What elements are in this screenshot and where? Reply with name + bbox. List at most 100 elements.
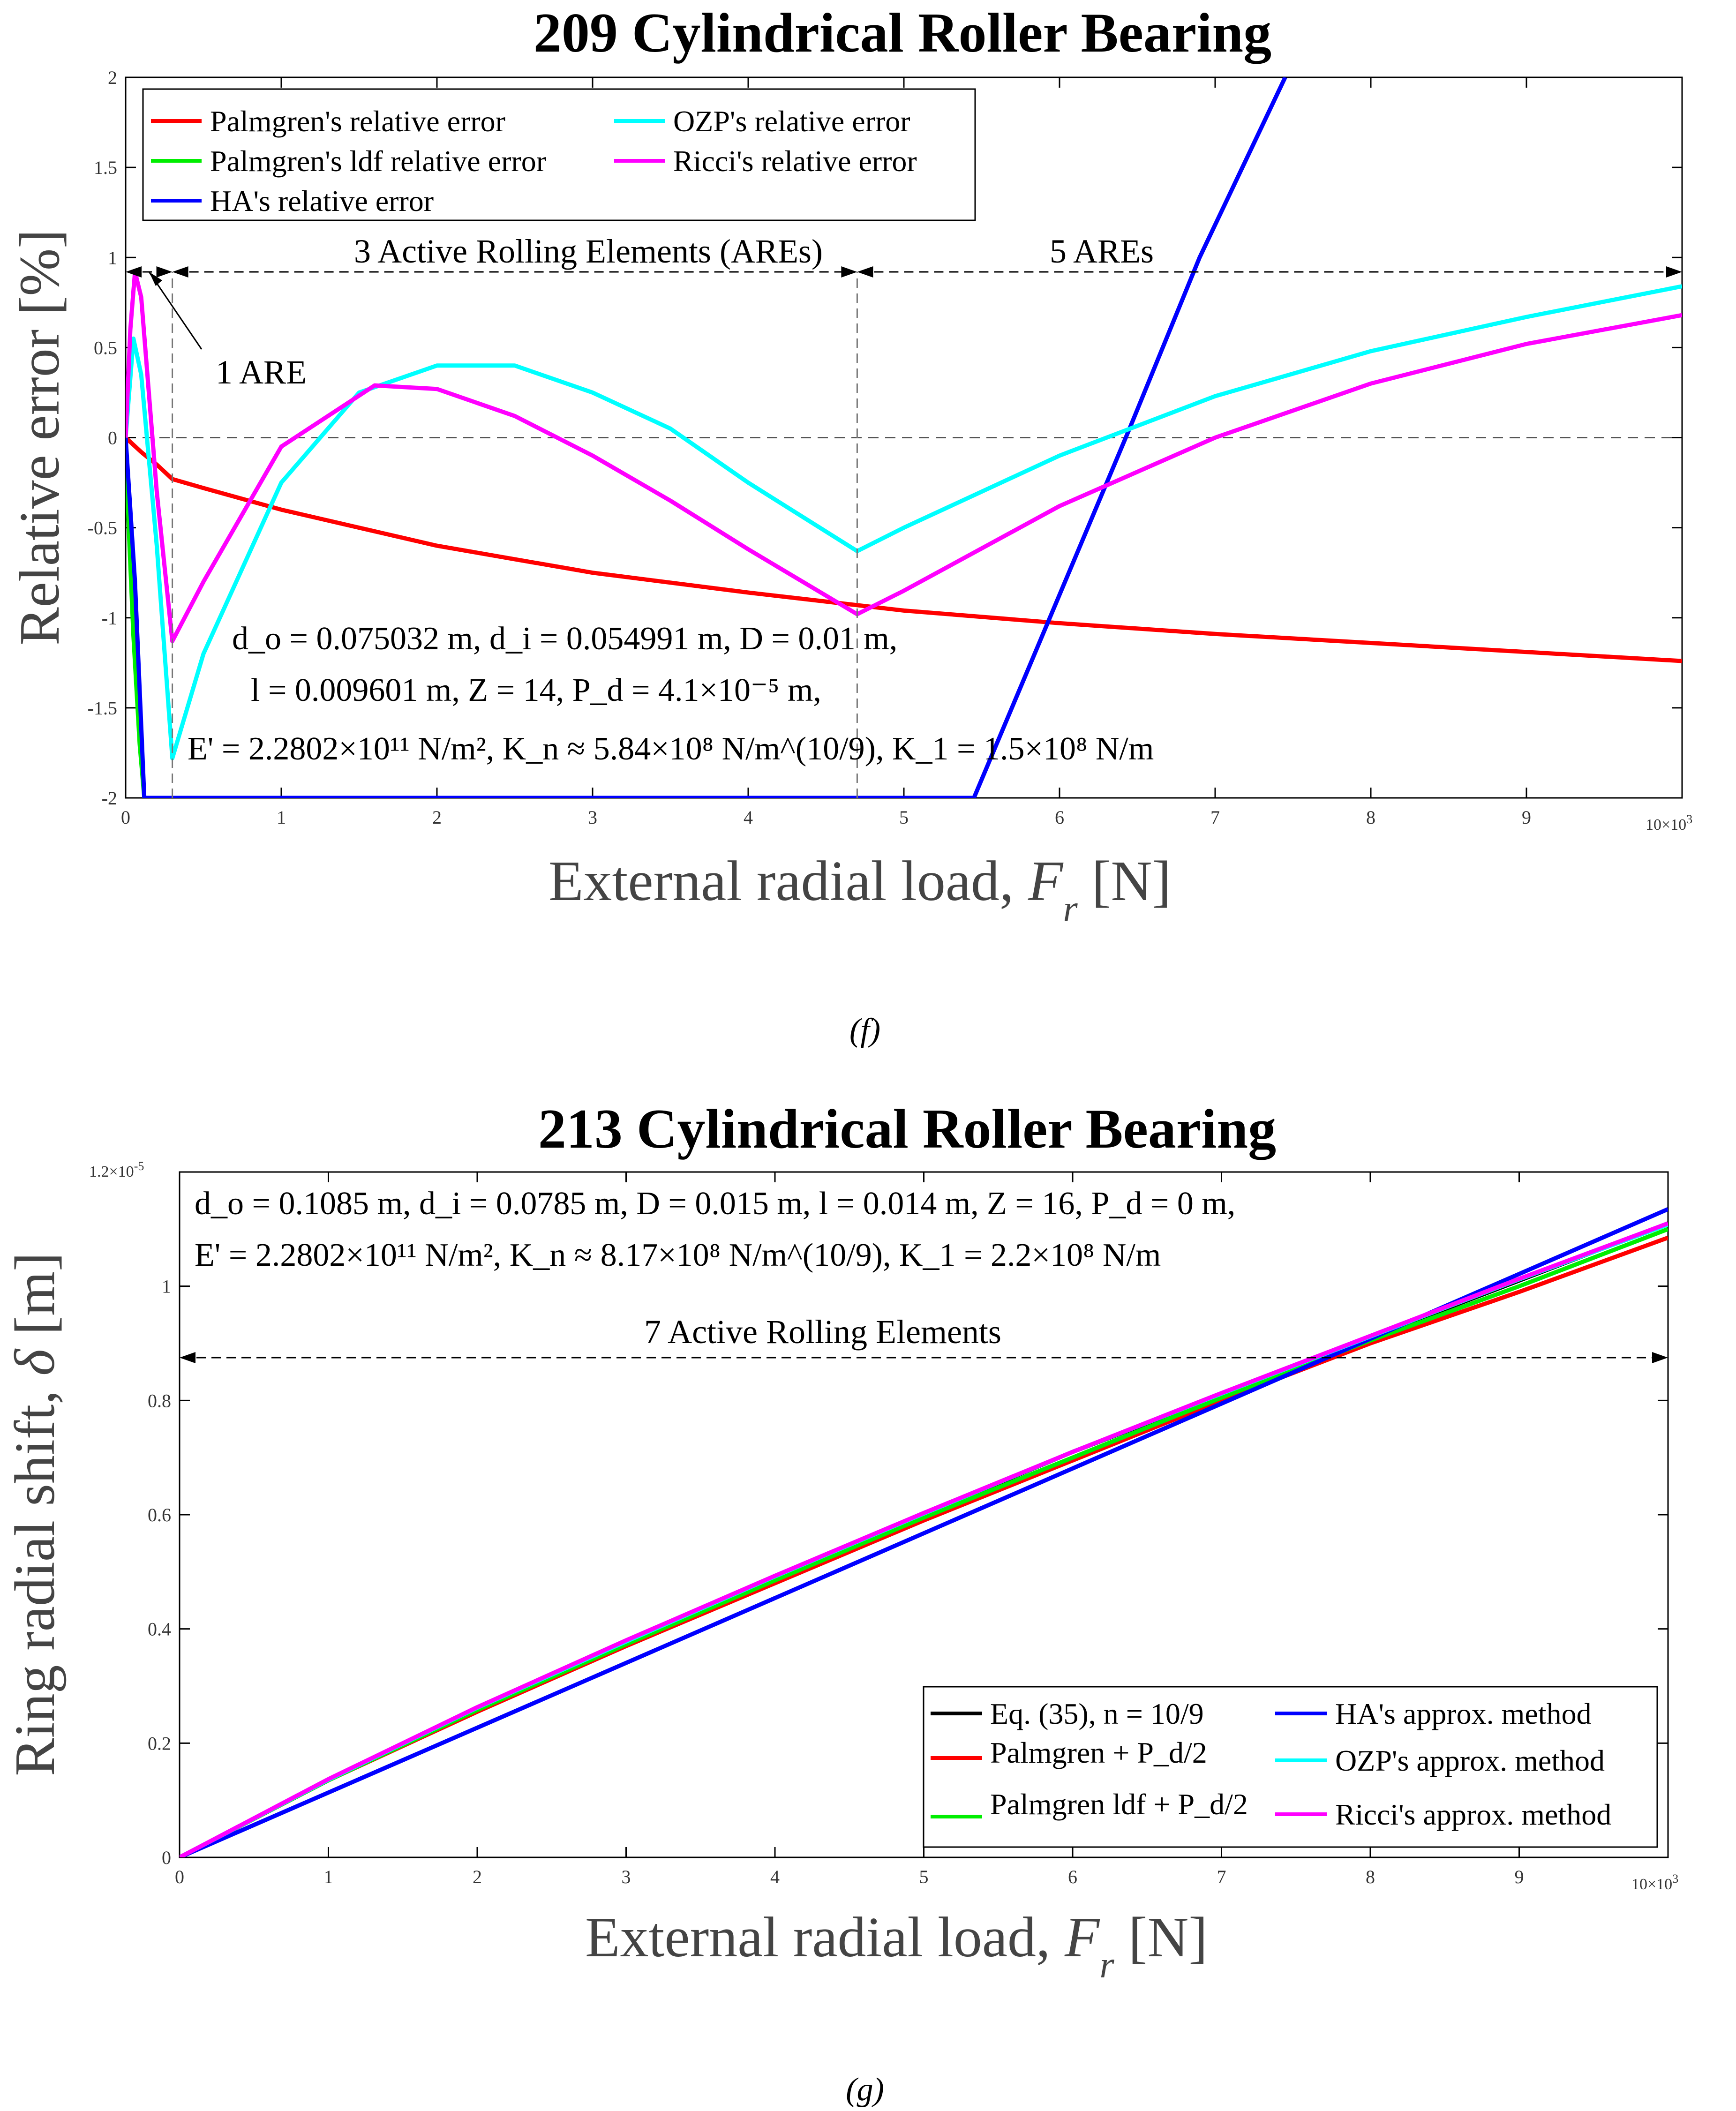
- parameters-f: d_o = 0.075032 m, d_i = 0.054991 m, D = …: [188, 621, 1154, 767]
- param-sep-g-6: ,: [1227, 1186, 1236, 1222]
- y-tick-label-g-3: 0.6: [148, 1504, 171, 1525]
- legend-f: Palmgren's relative error Palmgren's ldf…: [142, 88, 976, 221]
- y-tick-label-f-5: 0.5: [94, 337, 117, 358]
- param-sep-g-1: ,: [403, 1186, 419, 1222]
- param-sep-g-4: ,: [970, 1186, 987, 1222]
- legend-label-palmgren-ldf-g: Palmgren ldf + P_d/2: [990, 1788, 1248, 1821]
- chart-title-g: 213 Cylindrical Roller Bearing: [538, 1097, 1276, 1160]
- param-E-f: E' = 2.2802×10¹¹ N/m²: [188, 731, 486, 767]
- y-tick-label-g-5: 1: [162, 1276, 171, 1297]
- legend-label-palmgren-g: Palmgren + P_d/2: [990, 1736, 1207, 1769]
- region-arrowhead-left-f-0: [126, 266, 142, 278]
- y-tick-label-g-4: 0.8: [148, 1390, 171, 1411]
- param-sep-f-6: ,: [813, 672, 821, 708]
- region-label-three-ares: 3 Active Rolling Elements (AREs): [354, 233, 823, 270]
- param-sep-g-7: ,: [493, 1237, 510, 1273]
- param-Kn-f: K_n ≈ 5.84×10⁸ N/m^(10/9): [503, 731, 876, 767]
- legend-label-eq35-g: Eq. (35), n = 10/9: [990, 1697, 1204, 1730]
- x-tick-label-f-7: 7: [1210, 807, 1220, 828]
- x-multiplier-g: 10×103: [1631, 1872, 1678, 1893]
- y-tick-label-f-4: 0: [108, 428, 117, 449]
- x-tick-label-f-8: 8: [1366, 807, 1375, 828]
- y-tick-label-f-2: -1: [102, 608, 117, 629]
- chart-title-f: 209 Cylindrical Roller Bearing: [534, 1, 1271, 64]
- x-tick-label-f-5: 5: [899, 807, 909, 828]
- legend-label-ozp-f: OZP's relative error: [673, 105, 910, 138]
- region-arrowhead-right-f-1: [841, 266, 857, 278]
- param-sep-g-5: ,: [1075, 1186, 1091, 1222]
- region-arrowhead-left-g-0: [180, 1352, 195, 1363]
- x-tick-label-f-1: 1: [277, 807, 286, 828]
- region-arrowhead-right-f-0: [156, 266, 173, 278]
- x-multiplier-f: 10×103: [1646, 812, 1692, 834]
- x-tick-label-g-1: 1: [324, 1866, 333, 1887]
- x-tick-label-g-8: 8: [1366, 1866, 1375, 1887]
- param-di-g: d_i = 0.0785 m: [419, 1186, 620, 1222]
- y-tick-labels-f: -2 -1.5 -1 -0.5 0 0.5 1 1.5 2: [88, 67, 117, 809]
- param-do-f: d_o = 0.075032 m: [232, 621, 473, 657]
- x-axis-label-f: External radial load, Fr [N]: [549, 849, 1171, 930]
- x-tick-labels-g: 0 1 2 3 4 5 6 7 8 9: [175, 1866, 1524, 1887]
- parameters-g: d_o = 0.1085 m, d_i = 0.0785 m, D = 0.01…: [195, 1186, 1235, 1273]
- legend-label-ha-f: HA's relative error: [210, 184, 434, 218]
- y-tick-label-f-1: -1.5: [88, 698, 117, 719]
- panel-f: 209 Cylindrical Roller Bearing 0 1 2 3 4 5 6 7 8…: [8, 1, 1692, 1048]
- region-label-one-are: 1 ARE: [216, 353, 307, 391]
- param-sep-f-4: ,: [451, 672, 468, 708]
- x-tick-label-f-9: 9: [1522, 807, 1531, 828]
- param-do-g: d_o = 0.1085 m: [195, 1186, 403, 1222]
- param-sep-g-8: ,: [883, 1237, 899, 1273]
- y-tick-label-f-6: 1: [108, 247, 117, 268]
- params-f-line2: l = 0.009601 m, Z = 14, P_d = 4.1×10⁻⁵ m…: [251, 672, 821, 708]
- param-Z-g: Z = 16: [987, 1186, 1075, 1222]
- y-tick-label-f-7: 1.5: [94, 157, 117, 178]
- region-markers-f: [126, 266, 1682, 798]
- y-tick-label-g-0: 0: [162, 1847, 171, 1868]
- param-Z-f: Z = 14: [468, 672, 556, 708]
- legend-label-ozp-g: OZP's approx. method: [1335, 1744, 1605, 1777]
- series-line-f-ricci-s-relative-error: [126, 270, 1682, 644]
- series-g: [180, 1207, 1668, 1857]
- x-tick-label-g-4: 4: [770, 1866, 780, 1887]
- x-tick-label-f-4: 4: [744, 807, 753, 828]
- legend-label-ricci-g: Ricci's approx. method: [1335, 1798, 1611, 1831]
- param-sep-f-3: ,: [889, 621, 898, 657]
- params-g-line2: E' = 2.2802×10¹¹ N/m², K_n ≈ 8.17×10⁸ N/…: [195, 1237, 1161, 1273]
- panel-g: 213 Cylindrical Roller Bearing 0 1 2 3 4 5 6 7 8…: [3, 1097, 1678, 2108]
- x-tick-label-g-6: 6: [1068, 1866, 1077, 1887]
- x-tick-label-f-0: 0: [121, 807, 130, 828]
- x-tick-label-g-7: 7: [1217, 1866, 1226, 1887]
- region-arrowhead-right-f-2: [1666, 266, 1682, 278]
- caption-g: (g): [846, 2072, 884, 2108]
- region-markers-g: [180, 1352, 1668, 1363]
- x-tick-label-g-0: 0: [175, 1866, 184, 1887]
- param-di-f: d_i = 0.054991 m: [489, 621, 723, 657]
- x-tick-label-g-9: 9: [1515, 1866, 1524, 1887]
- y-multiplier-g: 1.2×10-5: [89, 1159, 144, 1180]
- axis-ticks-g: [179, 1171, 1669, 1858]
- y-tick-label-g-1: 0.2: [148, 1733, 171, 1754]
- y-tick-label-f-3: -0.5: [88, 518, 117, 539]
- y-axis-label-f: Relative error [%]: [8, 229, 71, 645]
- param-sep-f-8: ,: [876, 731, 892, 767]
- series-line-f-palmgren-s-relative-error: [126, 436, 1682, 663]
- params-f-line1: d_o = 0.075032 m, d_i = 0.054991 m, D = …: [232, 621, 897, 657]
- legend-g: Eq. (35), n = 10/9 Palmgren + P_d/2 Palm…: [923, 1686, 1658, 1848]
- params-f-line3: E' = 2.2802×10¹¹ N/m², K_n ≈ 5.84×10⁸ N/…: [188, 731, 1154, 767]
- series-f: [126, 77, 1682, 798]
- series-line-g-ricci-s-approx-method: [180, 1221, 1668, 1857]
- region-arrowhead-left-f-2: [857, 266, 873, 278]
- x-tick-label-g-3: 3: [622, 1866, 631, 1887]
- param-sep-g-2: ,: [620, 1186, 636, 1222]
- x-tick-label-g-5: 5: [919, 1866, 929, 1887]
- param-l-g: l = 0.014 m: [819, 1186, 970, 1222]
- x-tick-label-f-2: 2: [432, 807, 442, 828]
- x-tick-labels-f: 0 1 2 3 4 5 6 7 8 9: [121, 807, 1531, 828]
- param-D-f: D = 0.01 m: [739, 621, 889, 657]
- param-l-f: l = 0.009601 m: [251, 672, 451, 708]
- legend-label-ha-g: HA's approx. method: [1335, 1697, 1592, 1730]
- x-tick-label-f-6: 6: [1055, 807, 1064, 828]
- series-line-f-ozp-s-relative-error: [126, 284, 1682, 760]
- caption-f: (f): [849, 1012, 880, 1048]
